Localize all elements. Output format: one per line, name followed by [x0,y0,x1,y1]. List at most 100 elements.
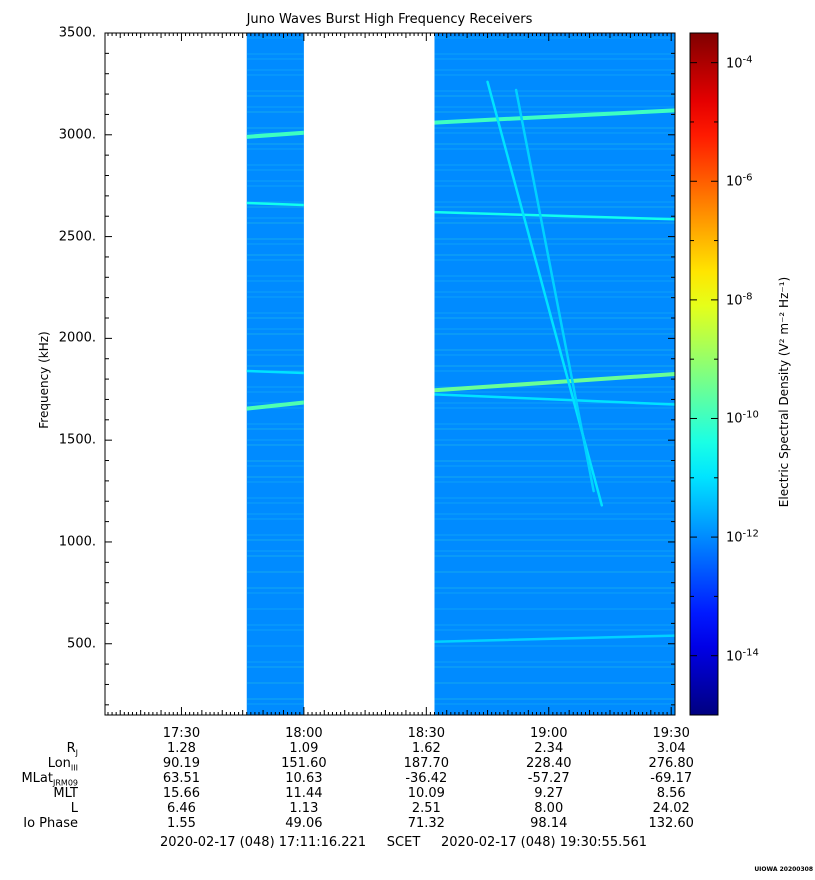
ephemeris-value: 24.02 [652,801,690,816]
colorbar-gradient [689,32,719,716]
footer-start-time: 2020-02-17 (048) 17:11:16.221 [160,835,367,850]
emission-line-0 [246,130,306,139]
colorbar-tick-label: 10-6 [726,173,753,190]
ephemeris-value: 49.06 [285,816,323,831]
ephemeris-value: 63.51 [162,771,201,786]
data-interval-1 [434,33,675,715]
time-range-footer: 2020-02-17 (048) 17:11:16.221 SCET 2020-… [160,835,647,850]
ephemeris-value: -69.17 [650,771,693,786]
emission-line-6 [432,372,676,393]
ephemeris-value: 1.13 [289,801,319,816]
ephemeris-value: 6.46 [166,801,196,816]
ephemeris-value: 9.27 [534,786,564,801]
y-tick-label: 1500. [58,432,96,448]
colorbar-tick-label: 10-14 [726,647,759,664]
ephemeris-value: 1.09 [289,741,319,756]
colorbar-tick-base: 10 [726,293,743,309]
emission-line-5 [433,210,676,221]
y-tick-label: 3000. [58,127,96,143]
ephemeris-value: 8.56 [656,786,686,801]
emission-line-10 [433,634,676,643]
colorbar-tick-base: 10 [726,530,743,546]
x-tick-label: 18:00 [285,726,323,741]
colorbar-tick-base: 10 [726,412,743,428]
ephemeris-row-label: Io Phase [0,816,78,831]
chart-title: Juno Waves Burst High Frequency Receiver… [246,12,533,27]
ephemeris-value: 132.60 [648,816,694,831]
colorbar-tick-label: 10-10 [726,410,759,427]
ephemeris-row-label: MLatJRM09 [0,771,78,788]
colorbar-tick-base: 10 [726,649,743,665]
ephemeris-value: -36.42 [405,771,448,786]
footer-end-time: 2020-02-17 (048) 19:30:55.561 [440,835,648,850]
ephemeris-value: 276.80 [648,756,694,771]
ephemeris-value: 1.55 [166,816,196,831]
emission-line-9 [514,88,595,493]
colorbar-tick-base: 10 [726,56,743,72]
ephemeris-value: 3.04 [656,741,686,756]
ephemeris-label-text: Io Phase [23,816,78,831]
ephemeris-row-label: MLT [0,786,78,801]
emission-line-2 [246,369,306,375]
ephemeris-value: 71.32 [407,816,445,831]
ephemeris-value: 11.44 [285,786,323,801]
emission-line-3 [246,400,306,411]
ephemeris-value: 90.19 [162,756,201,771]
ephemeris-row-label: L [0,801,78,816]
emission-lines [246,80,676,643]
colorbar-tick-label: 10-12 [726,528,759,545]
plot-axes [104,32,676,716]
ephemeris-value: 1.62 [411,741,441,756]
ephemeris-value: 8.00 [534,801,564,816]
y-tick-label: 500. [67,636,96,652]
ephemeris-label-subscript: III [70,763,78,773]
ephemeris-value: 2.34 [534,741,564,756]
colorbar-tick-exponent: -8 [742,291,753,303]
ephemeris-value: 15.66 [162,786,201,801]
ephemeris-value: 2.51 [411,801,441,816]
colorbar [689,32,719,716]
ephemeris-label-subscript: JRM09 [53,778,78,788]
x-tick-label: 17:30 [162,726,201,741]
colorbar-label: Electric Spectral Density (V² m⁻² Hz⁻¹) [777,276,791,508]
x-tick-label: 19:00 [530,726,568,741]
spectrogram-plot-area [246,32,676,715]
ephemeris-value: 10.63 [285,771,323,786]
colorbar-tick-exponent: -6 [742,172,753,184]
ephemeris-value: 151.60 [281,756,327,771]
footer-scet-label: SCET [386,835,421,850]
ephemeris-label-text: MLat [21,771,53,786]
emission-line-4 [432,108,676,125]
colorbar-tick-base: 10 [726,174,743,190]
ephemeris-value: 98.14 [530,816,568,831]
ephemeris-value: 1.28 [166,741,196,756]
y-tick-label: 2500. [58,229,96,245]
version-stamp: UIOWA 20200308 [754,866,813,873]
ephemeris-label-subscript: J [75,748,78,758]
ephemeris-row-label: RJ [0,741,78,758]
colorbar-tick-label: 10-8 [726,291,753,308]
x-tick-label: 18:30 [407,726,446,741]
colorbar-tick-label: 10-4 [726,54,753,71]
ephemeris-row-label: LonIII [0,756,78,773]
ephemeris-value: 228.40 [526,756,572,771]
ephemeris-label-text: MLT [53,786,78,801]
ephemeris-value: 187.70 [403,756,450,771]
ephemeris-label-text: Lon [47,756,71,771]
colorbar-tick-exponent: -4 [742,53,753,65]
ephemeris-label-text: R [66,741,76,756]
data-interval-0 [246,33,304,715]
x-tick-label: 19:30 [652,726,690,741]
colorbar-tick-exponent: -12 [742,528,759,540]
emission-line-1 [246,201,306,207]
ephemeris-value: -57.27 [527,771,570,786]
ephemeris-label-text: L [70,801,78,816]
y-tick-label: 3500. [58,25,96,41]
colorbar-tick-exponent: -10 [742,409,759,421]
y-tick-label: 2000. [58,330,96,346]
ephemeris-value: 10.09 [407,786,445,801]
colorbar-tick-exponent: -14 [742,647,759,659]
y-axis-label: Frequency (kHz) [37,331,51,429]
y-tick-label: 1000. [58,534,96,550]
